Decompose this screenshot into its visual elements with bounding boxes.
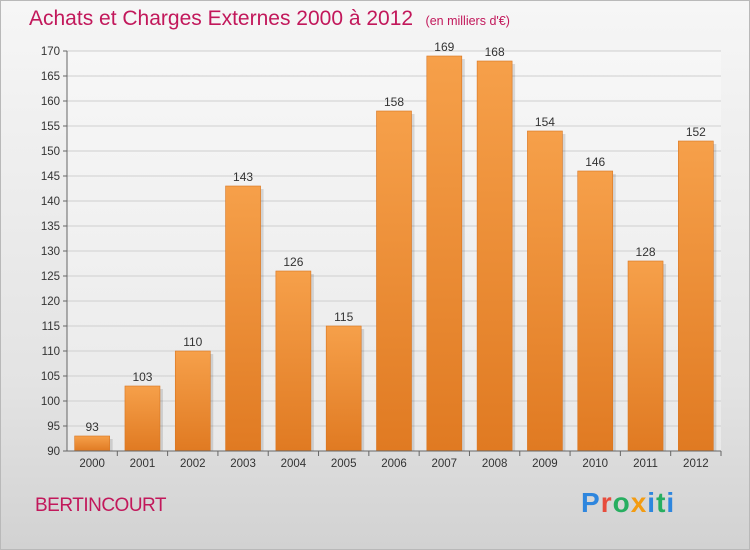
x-tick-label-2004: 2004 xyxy=(281,458,307,470)
x-tick-label-2010: 2010 xyxy=(582,458,608,470)
x-tick-label-2008: 2008 xyxy=(482,458,508,470)
data-label-2011: 128 xyxy=(636,245,656,259)
bar-2010 xyxy=(577,170,614,452)
commune-name: BERTINCOURT xyxy=(35,495,167,516)
bar-2008 xyxy=(476,60,513,452)
y-tick-label: 125 xyxy=(41,271,60,283)
bar-2003 xyxy=(225,185,261,452)
y-tick-label: 110 xyxy=(42,346,60,358)
x-tick-label-2000: 2000 xyxy=(79,458,105,470)
bar-2009 xyxy=(527,130,563,452)
chart-title-main: Achats et Charges Externes 2000 à 2012 xyxy=(29,7,414,30)
x-tick-label-2011: 2011 xyxy=(633,458,658,470)
chart-title: Achats et Charges Externes 2000 à 2012 (… xyxy=(29,7,510,31)
x-tick-label-2006: 2006 xyxy=(381,458,407,470)
y-tick-label: 170 xyxy=(41,46,60,58)
x-tick-label-2001: 2001 xyxy=(130,458,156,470)
y-tick-label: 155 xyxy=(41,121,60,133)
data-label-2008: 168 xyxy=(485,45,505,59)
bar-2002 xyxy=(174,350,211,452)
logo-letter: i xyxy=(666,487,676,518)
logo-letter: r xyxy=(600,487,613,518)
proxiti-logo: Proxiti xyxy=(581,487,675,519)
data-label-2001: 103 xyxy=(132,370,152,384)
y-tick-label: 95 xyxy=(47,421,60,433)
y-tick-label: 135 xyxy=(41,221,60,233)
data-label-2010: 146 xyxy=(585,155,605,169)
logo-letter: P xyxy=(581,487,601,518)
x-tick-label-2005: 2005 xyxy=(331,458,357,470)
data-label-2003: 143 xyxy=(233,170,253,184)
bar-2000 xyxy=(74,435,110,452)
x-tick-label-2002: 2002 xyxy=(180,458,206,470)
x-tick-label-2007: 2007 xyxy=(432,458,458,470)
logo-letter: x xyxy=(630,487,648,518)
bar-2007 xyxy=(426,55,463,452)
y-tick-label: 150 xyxy=(41,146,60,158)
x-tick-label-2009: 2009 xyxy=(532,458,558,470)
bar-2012 xyxy=(678,140,714,452)
y-tick-label: 90 xyxy=(47,446,60,458)
data-label-2000: 93 xyxy=(85,420,99,434)
logo-letter: t xyxy=(656,487,667,518)
y-tick-label: 100 xyxy=(41,396,60,408)
y-tick-label: 165 xyxy=(41,71,60,83)
y-tick-label: 145 xyxy=(41,171,60,183)
y-tick-label: 160 xyxy=(41,96,60,108)
data-label-2004: 126 xyxy=(283,255,303,269)
logo-letter: i xyxy=(647,487,657,518)
chart-unit-label: (en milliers d'€) xyxy=(425,14,510,28)
bar-2011 xyxy=(627,260,664,452)
logo-letter: o xyxy=(612,487,631,518)
bar-2001 xyxy=(124,385,161,452)
bar-2006 xyxy=(376,110,412,452)
y-tick-label: 120 xyxy=(41,296,60,308)
bar-2004 xyxy=(275,270,312,452)
x-tick-label-2012: 2012 xyxy=(683,458,709,470)
y-tick-label: 105 xyxy=(41,371,60,383)
data-label-2007: 169 xyxy=(434,40,454,54)
data-label-2006: 158 xyxy=(384,95,404,109)
bar-2005 xyxy=(325,325,362,452)
data-label-2005: 115 xyxy=(334,310,353,324)
y-tick-label: 140 xyxy=(41,196,60,208)
y-tick-label: 115 xyxy=(42,321,60,333)
data-label-2012: 152 xyxy=(686,125,706,139)
data-label-2002: 110 xyxy=(183,335,202,349)
y-tick-label: 130 xyxy=(41,246,60,258)
data-label-2009: 154 xyxy=(535,115,555,129)
x-tick-label-2003: 2003 xyxy=(230,458,256,470)
